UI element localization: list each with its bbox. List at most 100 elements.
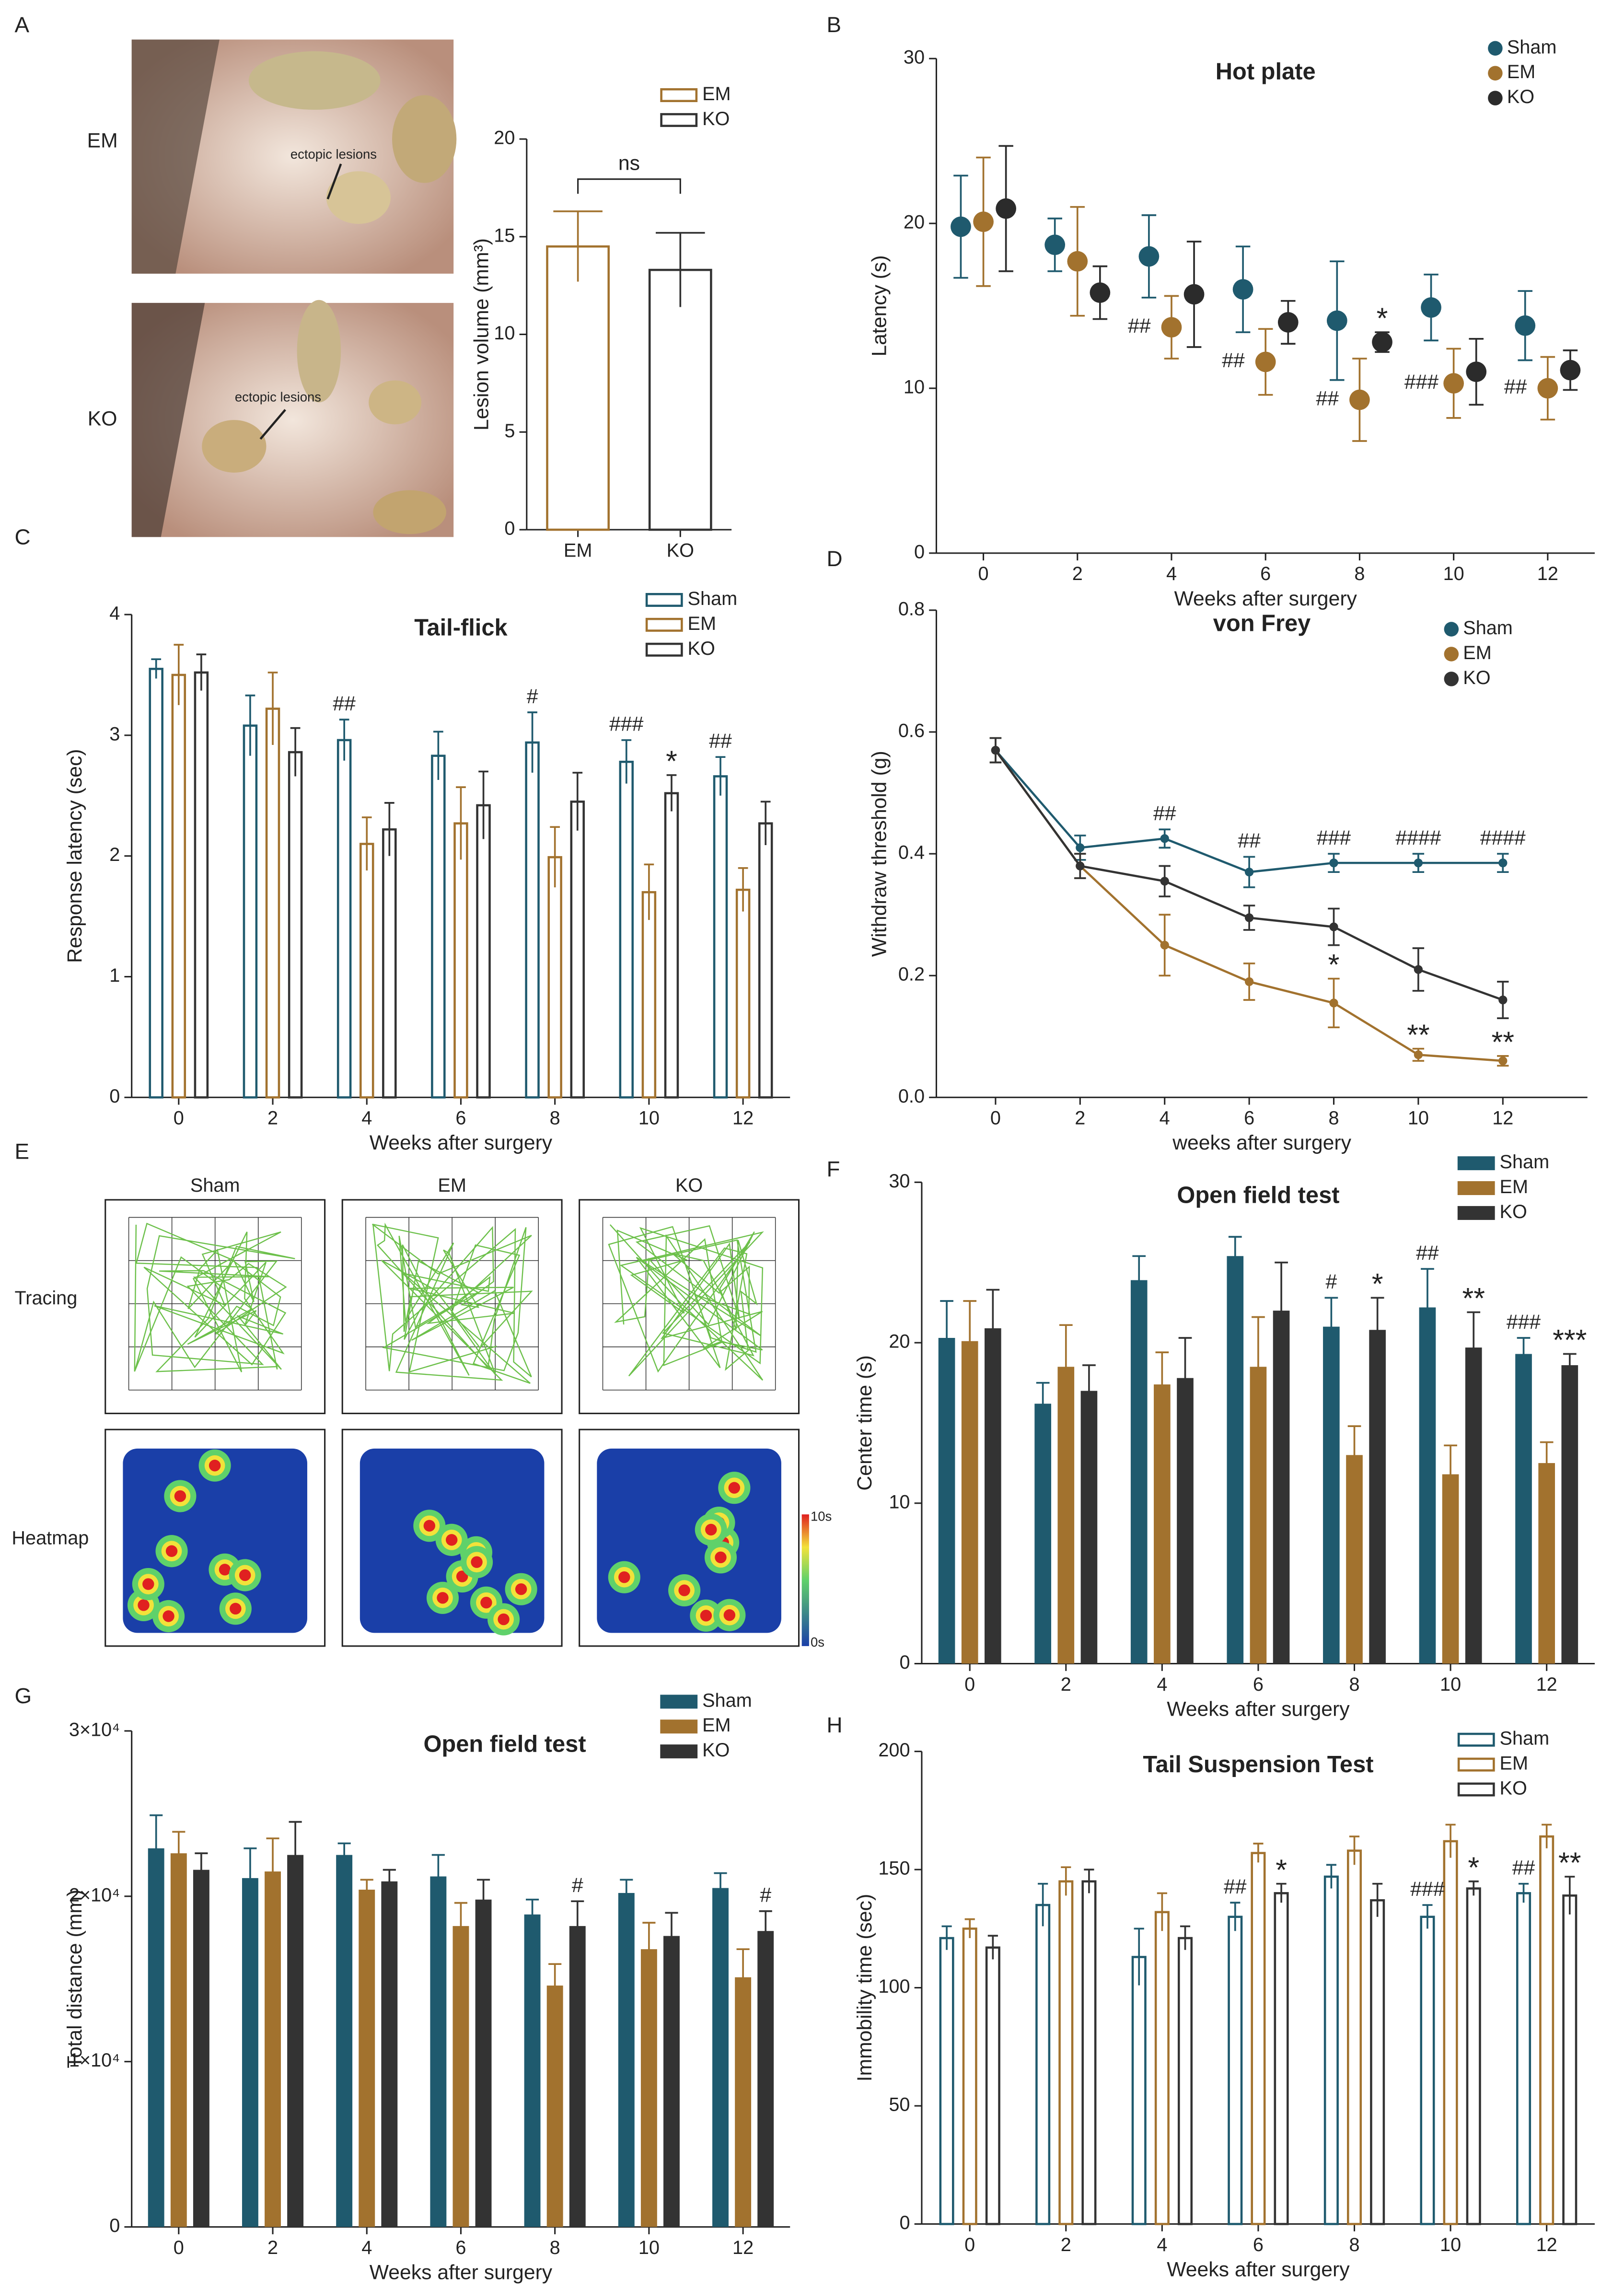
bar [985, 1946, 1000, 2225]
bar [1035, 1904, 1051, 2225]
annotation: ** [1492, 1026, 1515, 1058]
y-tick-label: 150 [878, 1858, 910, 1879]
x-tick-label: 2 [267, 1108, 278, 1129]
bar [663, 1936, 680, 2227]
bar [265, 708, 280, 1099]
legend-label: Sham [1507, 36, 1557, 58]
y-axis-label: Latency (s) [868, 255, 891, 356]
x-tick-label: 6 [1253, 2234, 1264, 2255]
x-tick-label: 4 [1157, 1674, 1167, 1695]
bar [265, 1871, 281, 2227]
x-tick-label: 0 [990, 1108, 1001, 1129]
panel-letter: E [15, 1139, 30, 1163]
bar [1130, 1280, 1148, 1664]
heat-blob [138, 1599, 150, 1611]
bar [1228, 1916, 1243, 2225]
point [1498, 995, 1508, 1005]
bar [1323, 1875, 1339, 2225]
heat-blob [705, 1523, 717, 1536]
y-axis-label: Immobility time (sec) [853, 1894, 876, 2082]
chart-title: Hot plate [1216, 59, 1316, 85]
point [1329, 922, 1338, 931]
heat-blob [715, 1551, 727, 1564]
legend-swatch [645, 593, 683, 607]
heat-blob [728, 1482, 741, 1494]
heat-blob [230, 1603, 242, 1615]
x-tick-label: 4 [1157, 2234, 1167, 2255]
x-tick-label: 6 [1244, 1108, 1254, 1129]
bar [1538, 1463, 1555, 1664]
heat-blob [162, 1610, 174, 1622]
bar [938, 1338, 955, 1664]
bar [1466, 1887, 1481, 2225]
point [1255, 351, 1276, 372]
point [1537, 378, 1558, 399]
bar [1227, 1256, 1244, 1664]
y-tick-label: 50 [889, 2094, 910, 2115]
bar [712, 1888, 729, 2227]
legend-swatch [1457, 1732, 1495, 1747]
point [1076, 861, 1085, 871]
x-tick-label: 0 [964, 2234, 975, 2255]
scale-label: 10s [811, 1509, 832, 1524]
heat-blob [142, 1578, 154, 1590]
annotation: *** [1553, 1324, 1587, 1356]
point [1329, 999, 1338, 1008]
legend-swatch [660, 113, 698, 127]
legend-label: KO [688, 638, 715, 659]
bar [664, 792, 679, 1099]
annotation: ### [1317, 826, 1351, 849]
legend-label: KO [702, 1740, 730, 1761]
x-tick-label: 10 [1443, 563, 1464, 584]
x-axis-label: Weeks after surgery [370, 2261, 553, 2284]
bar [1465, 1347, 1482, 1664]
point [1349, 389, 1370, 410]
y-tick-label: 100 [878, 1976, 910, 1997]
bar [619, 760, 634, 1099]
y-tick-label: 1 [109, 965, 120, 986]
y-tick-label: 15 [494, 225, 515, 246]
x-tick-label: 0 [964, 1674, 975, 1695]
annotation: ## [1316, 387, 1339, 410]
bar [170, 1853, 187, 2227]
x-tick-label: 2 [1061, 2234, 1071, 2255]
bar [1443, 1840, 1458, 2225]
legend-swatch [1457, 1156, 1495, 1171]
bar [287, 1855, 304, 2227]
chart-title: Tail-flick [414, 615, 508, 640]
x-axis-label: Weeks after surgery [1174, 587, 1357, 610]
bar [525, 741, 540, 1099]
point [1414, 965, 1423, 974]
point [1443, 373, 1464, 394]
annotation: ## [1512, 1856, 1535, 1879]
column-label: EM [438, 1175, 466, 1196]
x-tick-label: 10 [1440, 1674, 1461, 1695]
point [1067, 251, 1088, 272]
heat-blob [437, 1592, 449, 1604]
legend-label: EM [1507, 61, 1535, 82]
x-tick-label: 12 [1536, 2234, 1557, 2255]
point [1466, 361, 1487, 382]
point [1160, 834, 1169, 843]
bar [359, 1890, 375, 2227]
photo-ko: ectopic lesions [131, 300, 454, 537]
panel-letter: C [15, 524, 31, 549]
legend-swatch [1457, 1206, 1495, 1220]
significance-bracket [577, 178, 681, 194]
y-tick-label: 1×10⁴ [69, 2050, 120, 2071]
annotation: ## [333, 692, 356, 715]
x-tick-label: 10 [638, 1108, 660, 1129]
bar [336, 1855, 353, 2227]
legend-swatch [1488, 66, 1503, 81]
bar [735, 888, 751, 1099]
bar [524, 1914, 541, 2227]
bar [1081, 1880, 1097, 2225]
x-tick-label: 8 [1349, 1674, 1359, 1695]
photo-label: KO [88, 407, 117, 430]
bar [546, 245, 610, 531]
bar [1419, 1307, 1436, 1664]
legend-swatch [660, 1744, 698, 1759]
bar [475, 1899, 492, 2227]
annotation: ## [1238, 829, 1261, 852]
legend-label: Sham [702, 1690, 752, 1711]
